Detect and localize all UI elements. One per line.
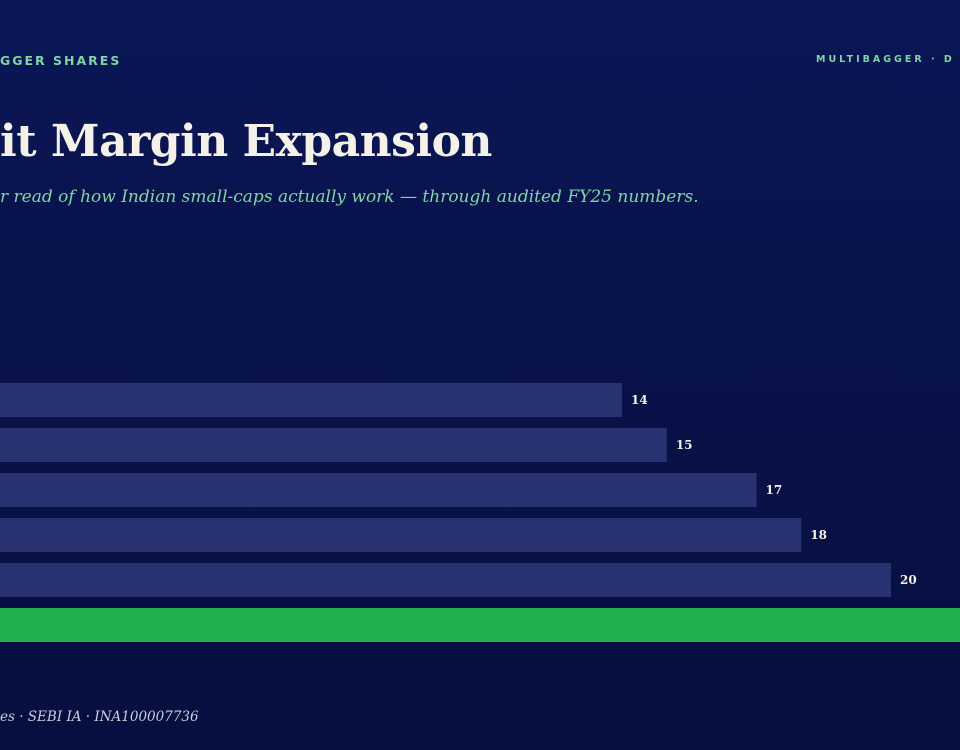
bar-value-label: 17: [766, 483, 783, 497]
chart-subtitle: r read of how Indian small-caps actually…: [0, 187, 699, 207]
bar-value-label: 14: [631, 393, 648, 407]
chart-title: it Margin Expansion: [0, 116, 492, 167]
bar-value-label: 20: [900, 573, 917, 587]
bar: [0, 428, 667, 462]
bar: [0, 563, 891, 597]
bar: [0, 518, 802, 552]
bar-value-label: 18: [810, 528, 827, 542]
bar: [0, 473, 757, 507]
footer-note: es · SEBI IA · INA100007736: [0, 709, 199, 725]
bar: [0, 383, 622, 417]
bar-value-label: 15: [676, 438, 693, 452]
brand-right: MULTIBAGGER · D: [816, 54, 955, 65]
highlight-bar: [0, 608, 960, 642]
brand-left: GGER SHARES: [0, 53, 122, 68]
